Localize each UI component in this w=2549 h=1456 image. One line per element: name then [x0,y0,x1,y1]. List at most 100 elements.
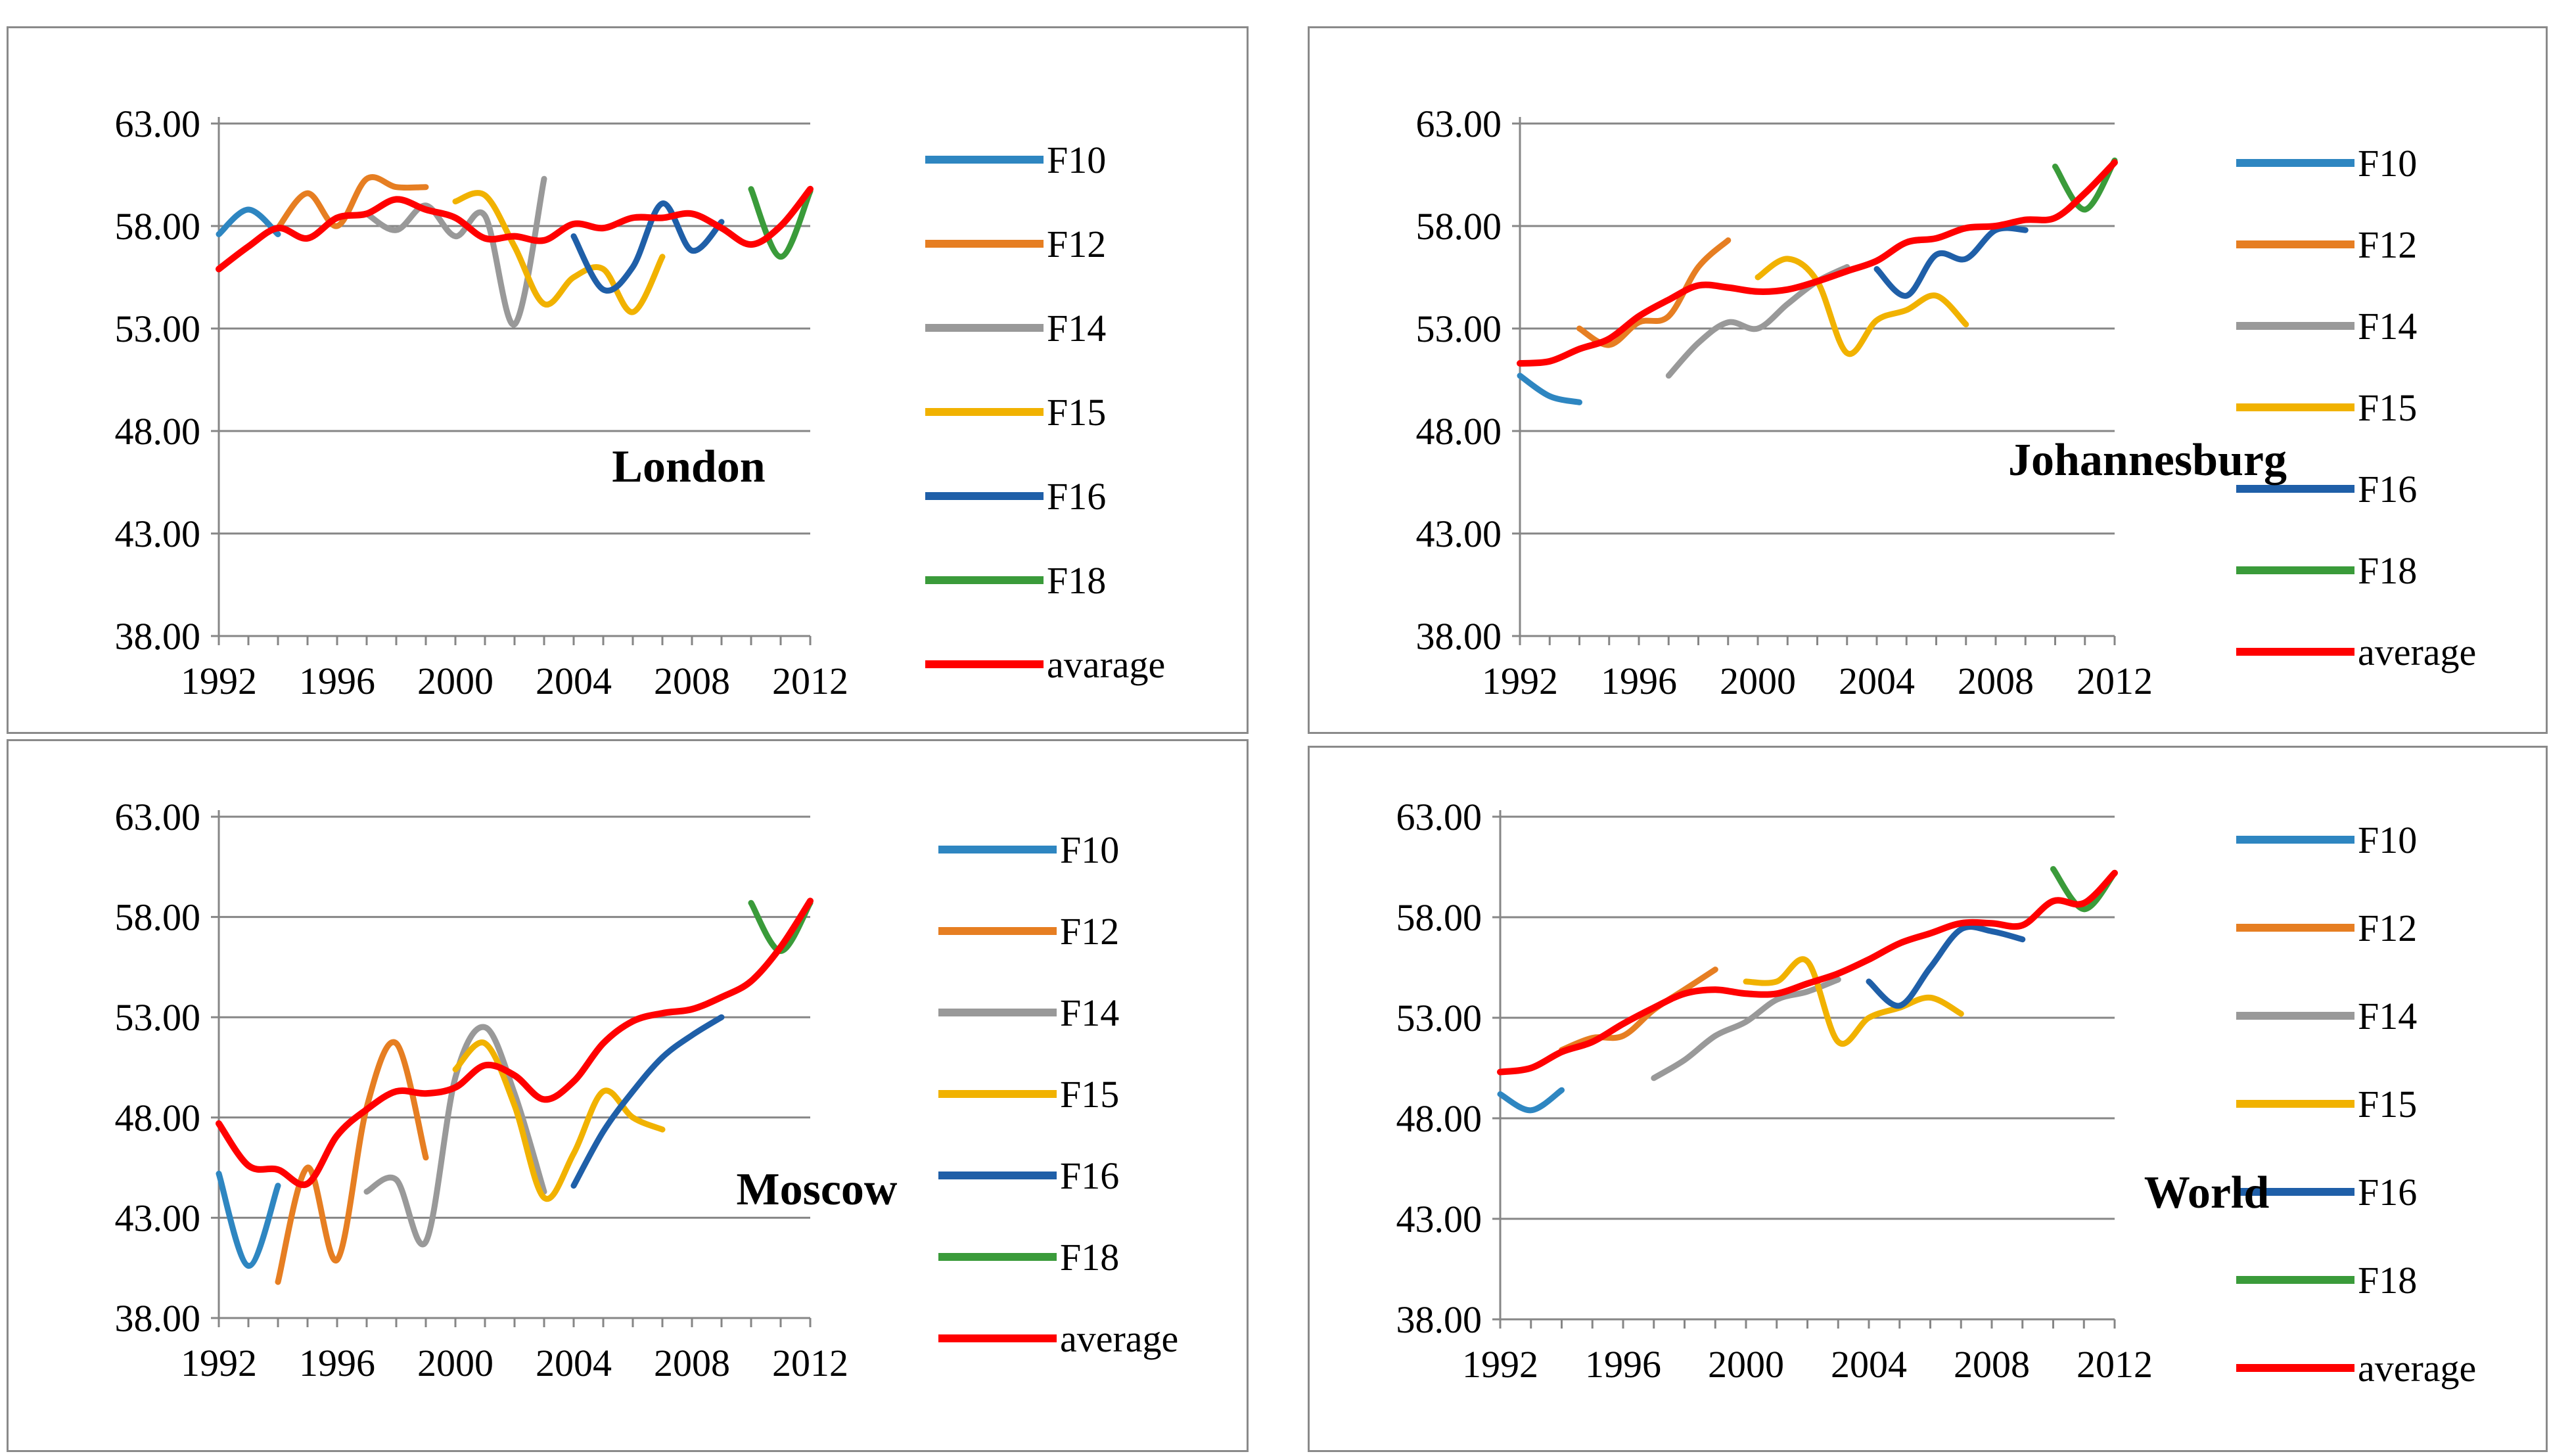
world-y-tick-label: 43.00 [1396,1198,1482,1240]
london-y-tick-label: 63.00 [115,102,201,145]
london-legend-item-f16: F16 [925,475,1106,518]
moscow-chart-title: Moscow [737,1164,898,1215]
moscow-legend-label: F12 [1060,910,1119,953]
london-y-tick-label: 38.00 [115,615,201,658]
johannesburg-x-tick-label: 2000 [1720,660,1796,702]
london-chart: 38.00 43.00 48.00 53.00 58.00 63.00 1992 1996 20… [115,102,1166,702]
world-y-tick-label: 48.00 [1396,1097,1482,1140]
moscow-series-f16-line [570,1014,725,1189]
johannesburg-x-tick-label: 2012 [2077,660,2153,702]
london-legend-item-avarage: avarage [925,643,1165,686]
london-y-tick-label: 48.00 [115,410,201,453]
johannesburg-series-f10-line [1517,373,1582,405]
moscow-series-f12-line [275,1039,429,1285]
moscow-legend-label: F18 [1060,1236,1119,1279]
moscow-legend-item-f12: F12 [938,910,1119,953]
chart-panel-moscow: 38.00 43.00 48.00 53.00 58.00 63.00 1992 1996 20… [7,739,1249,1452]
world-legend-item-f18: F18 [2236,1259,2417,1302]
world-legend-label: F14 [2358,995,2417,1037]
moscow-x-tick-label: 2000 [417,1342,494,1384]
world-y-tick-label: 38.00 [1396,1298,1482,1341]
world-x-tick-label: 1992 [1462,1343,1538,1386]
moscow-y-tick-label: 48.00 [115,1097,201,1139]
moscow-legend-item-average: average [938,1317,1178,1360]
world-legend-label: F16 [2358,1171,2417,1214]
moscow-x-tick-label: 2012 [772,1342,848,1384]
london-legend-label: F15 [1047,391,1106,434]
world-x-tick-label: 2008 [1954,1343,2030,1386]
london-x-tick-label: 1992 [181,660,257,702]
world-legend-item-f10: F10 [2236,819,2417,861]
johannesburg-legend-label: F10 [2358,142,2417,185]
johannesburg-legend-label: F14 [2358,305,2417,348]
moscow-chart: 38.00 43.00 48.00 53.00 58.00 63.00 1992 1996 20… [115,796,1179,1384]
world-series-f12-line [1559,967,1718,1053]
world-legend-label: F12 [2358,907,2417,949]
johannesburg-series-f12-line [1576,237,1732,348]
johannesburg-legend-item-f14: F14 [2236,305,2417,348]
moscow-x-tick-label: 1992 [181,1342,257,1384]
johannesburg-series-f16-line [1873,225,2029,299]
johannesburg-chart: 38.00 43.00 48.00 53.00 58.00 63.00 1992 1996 20… [1416,102,2477,702]
london-legend-label: F14 [1047,307,1106,350]
moscow-y-tick-label: 53.00 [115,996,201,1039]
moscow-legend-item-f18: F18 [938,1236,1119,1279]
london-legend-item-f15: F15 [925,391,1106,434]
world-legend-item-f15: F15 [2236,1083,2417,1126]
johannesburg-series-average-line [1517,159,2118,367]
johannesburg-legend-item-f16: F16 [2236,468,2417,511]
london-series-avarage-line [216,185,814,273]
world-series-average-line [1497,869,2118,1076]
moscow-legend-item-f10: F10 [938,829,1119,871]
world-x-tick-label: 1996 [1585,1343,1661,1386]
moscow-x-tick-label: 2008 [654,1342,730,1384]
moscow-legend-label: F15 [1060,1073,1119,1116]
johannesburg-legend-item-average: average [2236,631,2476,673]
london-x-tick-label: 1996 [299,660,375,702]
johannesburg-y-tick-label: 63.00 [1416,102,1502,145]
world-x-tick-label: 2012 [2077,1343,2153,1386]
johannesburg-series-f18-line [2052,157,2118,213]
london-legend-label: avarage [1047,643,1165,686]
johannesburg-x-tick-label: 1992 [1482,660,1558,702]
moscow-series-average-line [216,898,814,1189]
johannesburg-legend-label: F15 [2358,386,2417,429]
johannesburg-y-tick-label: 53.00 [1416,307,1502,350]
johannesburg-legend-item-f10: F10 [2236,142,2417,185]
moscow-legend-item-f16: F16 [938,1154,1119,1197]
world-legend-item-f16: F16 [2236,1171,2417,1214]
world-legend-label: average [2358,1347,2476,1390]
london-x-tick-label: 2000 [417,660,494,702]
johannesburg-x-tick-label: 2008 [1958,660,2034,702]
world-legend-item-average: average [2236,1347,2476,1390]
world-x-tick-label: 2004 [1831,1343,1907,1386]
moscow-series-f14-line [363,1024,547,1248]
moscow-legend-item-f15: F15 [938,1073,1119,1116]
london-x-tick-label: 2012 [772,660,848,702]
world-legend-label: F15 [2358,1083,2417,1126]
world-y-tick-label: 58.00 [1396,896,1482,939]
chart-panel-london: 38.00 43.00 48.00 53.00 58.00 63.00 1992 1996 20… [7,26,1249,734]
world-series-f10-line [1497,1087,1565,1114]
moscow-legend-item-f14: F14 [938,991,1119,1034]
chart-panel-johannesburg: 38.00 43.00 48.00 53.00 58.00 63.00 1992 1996 20… [1308,26,2548,734]
johannesburg-legend-item-f15: F15 [2236,386,2417,429]
johannesburg-y-tick-label: 38.00 [1416,615,1502,658]
johannesburg-y-tick-label: 43.00 [1416,512,1502,555]
moscow-legend-label: F16 [1060,1154,1119,1197]
london-legend-label: F16 [1047,475,1106,518]
london-x-tick-label: 2008 [654,660,730,702]
moscow-x-tick-label: 1996 [299,1342,375,1384]
moscow-y-tick-label: 43.00 [115,1196,201,1239]
london-series-f16-line [570,200,725,294]
johannesburg-x-tick-label: 2004 [1839,660,1915,702]
johannesburg-legend-label: F16 [2358,468,2417,511]
world-legend-item-f14: F14 [2236,995,2417,1037]
london-series-f18-line [748,186,814,260]
johannesburg-y-tick-label: 58.00 [1416,205,1502,248]
world-chart: 38.00 43.00 48.00 53.00 58.00 63.00 1992 1996 20… [1396,796,2477,1390]
london-y-tick-label: 43.00 [115,512,201,555]
london-legend-label: F18 [1047,559,1106,602]
moscow-y-tick-label: 63.00 [115,796,201,838]
london-legend-label: F10 [1047,139,1106,181]
